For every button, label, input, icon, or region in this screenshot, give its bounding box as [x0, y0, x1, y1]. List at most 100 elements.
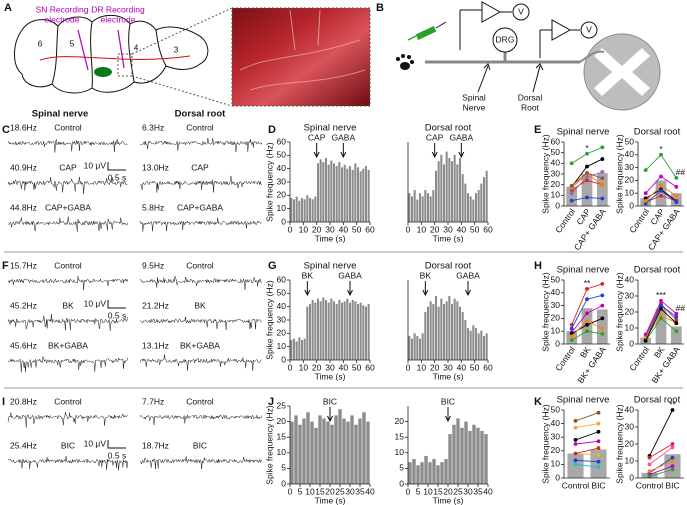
bar: [408, 462, 412, 484]
x-tick-label: 5: [416, 486, 421, 496]
arrow-head: [422, 289, 429, 297]
x-tick-label: 0: [406, 486, 411, 496]
bar: [466, 328, 470, 360]
subject-dot: [600, 145, 605, 150]
condition-label: Control: [186, 396, 214, 406]
bar: [367, 304, 370, 360]
segment-label: 4: [134, 42, 139, 52]
bar: [314, 427, 318, 484]
arrow-head: [347, 289, 353, 297]
bar: [456, 164, 459, 222]
bar: [482, 177, 486, 222]
bar: [327, 164, 330, 222]
x-tick-label: 60: [365, 362, 375, 372]
x-tick-label: 15: [315, 486, 325, 496]
subject-dot: [585, 175, 589, 180]
x-tick-label: 10: [417, 362, 427, 372]
dr-electrode: [117, 29, 125, 69]
subject-dot: [600, 176, 605, 181]
bar: [429, 301, 432, 360]
arrow-label: GABA: [338, 270, 362, 280]
condition-label: CAP+GABA: [177, 202, 223, 212]
scale-label: 10 μV: [84, 160, 107, 170]
scale-label: 0.5 s: [108, 310, 126, 320]
subject-dot: [600, 169, 605, 174]
y-tick-label: 5: [399, 463, 404, 473]
arrow-head: [445, 415, 451, 423]
y-tick-label: 40: [277, 301, 287, 311]
voltage-trace: [7, 138, 128, 153]
bar: [408, 193, 411, 222]
bar: [358, 418, 362, 484]
bar: [322, 162, 325, 222]
scale-bar: [107, 440, 126, 449]
bar: [461, 174, 464, 222]
bar: [418, 338, 422, 360]
subject-dot: [573, 438, 578, 442]
bar: [342, 418, 346, 484]
subject-dot: [585, 319, 589, 323]
bar: [464, 421, 468, 484]
subject-dot: [585, 171, 589, 175]
zoom-line: [131, 75, 233, 107]
x-axis-label: Time (s): [433, 371, 464, 381]
subject-dot: [674, 321, 679, 326]
chart-title: Dorsal root: [425, 123, 472, 134]
subject-line: [575, 463, 599, 468]
y-tick-label: 0: [555, 338, 560, 348]
voltage-trace: [139, 456, 263, 470]
bar: [354, 424, 358, 484]
rate-label: 6.3Hz: [142, 122, 164, 132]
y-axis-label: Spike frequency (Hz): [614, 404, 624, 484]
bar: [413, 333, 416, 360]
subject-dot: [573, 458, 578, 463]
bar: [452, 424, 456, 484]
bar: [476, 427, 480, 484]
bar: [356, 304, 360, 360]
subject-dot: [670, 455, 675, 460]
bar: [468, 430, 472, 484]
subject-dot: [647, 455, 652, 460]
subject-line: [575, 459, 599, 463]
subject-dot: [643, 191, 648, 196]
panel-letter: H: [534, 260, 542, 272]
x-tick-label: 30: [345, 486, 355, 496]
subject-dot: [600, 303, 605, 308]
bar: [332, 301, 336, 360]
x-tick-label: 40: [457, 362, 467, 372]
subject-line: [649, 447, 673, 465]
bar: [482, 336, 486, 360]
y-tick-label: 10: [625, 322, 635, 332]
bar: [442, 164, 446, 222]
x-tick-label: 60: [365, 224, 375, 234]
x-tick-label: 50: [470, 362, 480, 372]
bar: [319, 159, 322, 222]
bar: [428, 462, 432, 484]
panel-letter: D: [268, 124, 276, 136]
y-tick-label: 30: [625, 162, 635, 172]
y-tick-label: 50: [625, 136, 635, 146]
bar: [474, 193, 478, 222]
subject-dot: [674, 200, 679, 205]
y-tick-label: 50: [277, 288, 287, 298]
bar: [316, 298, 320, 360]
y-tick-label: 30: [625, 290, 635, 300]
subject-dot: [573, 442, 578, 446]
y-tick-label: 30: [625, 421, 635, 431]
bar: [314, 302, 317, 360]
x-tick-label: 25: [453, 486, 463, 496]
bar: [298, 337, 301, 360]
bar: [326, 421, 330, 484]
arrow-head: [431, 151, 438, 159]
bar: [340, 302, 344, 360]
bar: [306, 306, 309, 360]
x-tick-label: 20: [443, 486, 453, 496]
y-tick-label: 20: [625, 306, 635, 316]
panel-letter: F: [2, 260, 9, 272]
bar: [440, 154, 443, 222]
subject-dot: [585, 195, 589, 200]
bar: [464, 320, 467, 360]
rate-label: 18.7Hz: [142, 440, 169, 450]
x-tick-label: Control: [627, 345, 651, 373]
y-tick-label: 20: [625, 438, 635, 448]
